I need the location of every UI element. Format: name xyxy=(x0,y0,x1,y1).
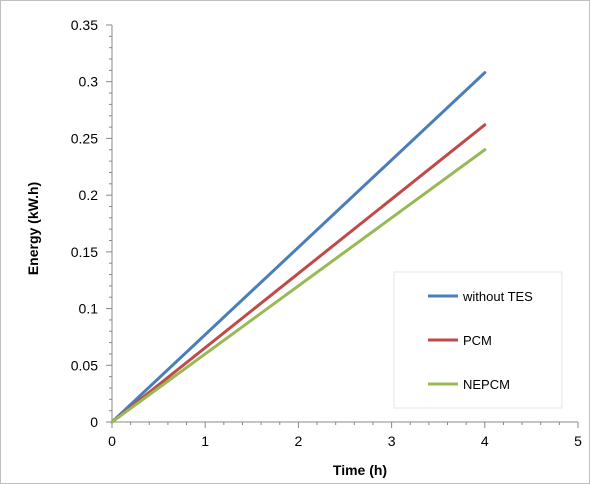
tick-labels: 0 0.05 0.1 0.15 0.2 0.25 0.3 0.35 0 1 2 3 4 5 xyxy=(71,17,582,449)
legend-label-nepcm: NEPCM xyxy=(463,377,510,392)
x-tick-label: 0 xyxy=(108,433,116,449)
y-tick-label: 0.1 xyxy=(79,301,99,317)
x-tick-label: 1 xyxy=(201,433,209,449)
y-tick-label: 0 xyxy=(90,414,98,430)
tick-marks xyxy=(106,24,579,428)
x-tick-label: 2 xyxy=(295,433,303,449)
x-tick-label: 3 xyxy=(388,433,396,449)
y-tick-label: 0.35 xyxy=(71,17,98,33)
y-tick-label: 0.3 xyxy=(79,74,99,90)
x-axis-title: Time (h) xyxy=(333,462,387,478)
y-tick-label: 0.2 xyxy=(79,187,99,203)
x-tick-label: 4 xyxy=(481,433,489,449)
series-line-nepcm xyxy=(110,148,487,424)
series-line-without-tes xyxy=(110,71,487,424)
legend-box xyxy=(393,271,563,409)
y-tick-label: 0.05 xyxy=(71,357,98,373)
y-axis-title: Energy (kW.h) xyxy=(25,182,41,275)
axes xyxy=(111,25,578,423)
series-lines xyxy=(110,71,487,424)
legend-label-without-tes: without TES xyxy=(462,289,533,304)
legend: without TES PCM NEPCM xyxy=(393,271,563,409)
x-tick-label: 5 xyxy=(574,433,582,449)
legend-label-pcm: PCM xyxy=(463,333,492,348)
y-tick-label: 0.15 xyxy=(71,244,98,260)
series-line-pcm xyxy=(110,123,487,424)
y-tick-label: 0.25 xyxy=(71,130,98,146)
legend-items: without TES PCM NEPCM xyxy=(428,289,533,392)
